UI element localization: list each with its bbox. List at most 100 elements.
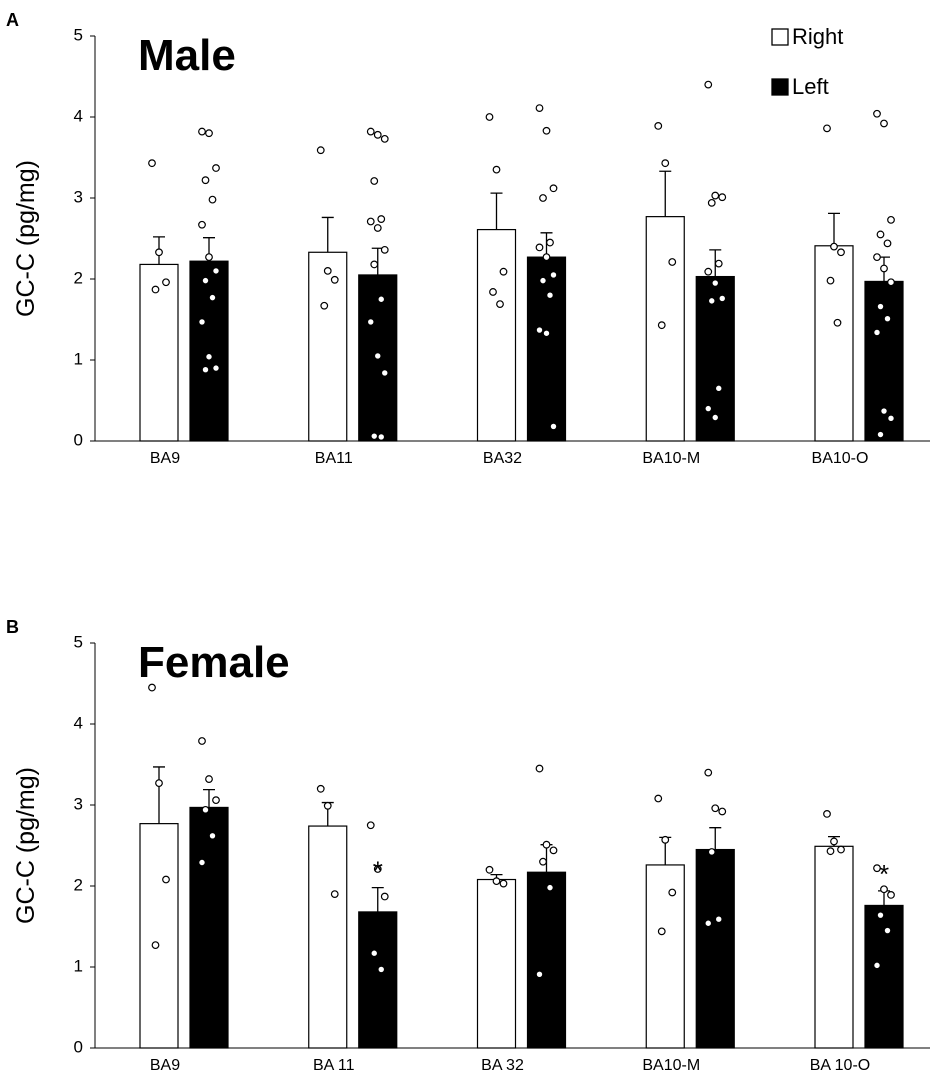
data-point bbox=[162, 875, 170, 884]
data-point bbox=[883, 314, 892, 323]
data-point bbox=[883, 926, 892, 935]
data-point bbox=[707, 296, 716, 305]
bar bbox=[814, 245, 854, 442]
data-point bbox=[539, 276, 547, 285]
data-point bbox=[377, 433, 386, 441]
data-point bbox=[539, 857, 547, 866]
data-point bbox=[155, 248, 163, 257]
data-point bbox=[535, 243, 544, 252]
data-point bbox=[654, 794, 663, 803]
data-point bbox=[704, 768, 713, 777]
x-tick-label: BA9 bbox=[150, 450, 180, 467]
error-bar bbox=[321, 216, 334, 253]
data-point bbox=[499, 879, 508, 888]
data-point bbox=[873, 961, 881, 970]
data-point bbox=[380, 134, 389, 143]
data-point bbox=[208, 831, 217, 840]
bar bbox=[695, 275, 735, 442]
legend-label: Left bbox=[792, 74, 829, 99]
x-tick-label: BA 10-O bbox=[810, 1057, 870, 1074]
significance-marker: * bbox=[373, 856, 383, 886]
data-point bbox=[704, 919, 713, 928]
data-point bbox=[704, 80, 713, 89]
y-tick-label: 5 bbox=[74, 25, 83, 44]
data-point bbox=[201, 365, 210, 374]
x-tick-label: BA10-M bbox=[642, 450, 700, 467]
bar bbox=[189, 806, 229, 1049]
data-point bbox=[370, 177, 379, 185]
data-point bbox=[316, 784, 325, 793]
data-point bbox=[373, 865, 382, 873]
data-point bbox=[876, 302, 885, 311]
data-point bbox=[366, 127, 375, 136]
data-point bbox=[830, 837, 838, 846]
data-point bbox=[539, 194, 547, 202]
error-bar bbox=[540, 232, 553, 258]
y-tick-label: 4 bbox=[74, 106, 83, 125]
data-point bbox=[887, 414, 895, 423]
data-point bbox=[549, 846, 558, 855]
error-bar bbox=[153, 766, 165, 824]
data-point bbox=[535, 104, 544, 112]
bar bbox=[139, 823, 179, 1049]
bar bbox=[189, 260, 229, 442]
y-tick-label: 4 bbox=[74, 713, 83, 732]
data-point bbox=[212, 267, 220, 275]
data-point bbox=[198, 737, 206, 745]
legend-label: Right bbox=[792, 24, 843, 49]
bar bbox=[526, 256, 567, 442]
data-point bbox=[546, 883, 554, 892]
data-point bbox=[208, 195, 217, 204]
data-point bbox=[377, 965, 386, 974]
y-tick-label: 1 bbox=[74, 956, 83, 975]
data-point bbox=[830, 242, 838, 251]
data-point bbox=[330, 890, 339, 898]
data-point bbox=[714, 384, 723, 393]
data-point bbox=[370, 432, 379, 441]
bar bbox=[864, 904, 904, 1049]
data-point bbox=[714, 915, 723, 924]
data-point bbox=[542, 329, 551, 338]
data-point bbox=[148, 683, 156, 692]
data-point bbox=[661, 159, 670, 168]
data-point bbox=[535, 764, 544, 773]
y-tick-label: 3 bbox=[74, 187, 83, 206]
data-point bbox=[535, 326, 544, 334]
data-point bbox=[549, 422, 558, 431]
data-point bbox=[212, 164, 220, 172]
data-point bbox=[880, 119, 888, 128]
x-tick-label: BA 11 bbox=[313, 1057, 355, 1074]
error-bar bbox=[371, 886, 384, 912]
data-point bbox=[201, 176, 210, 185]
data-point bbox=[323, 267, 332, 275]
x-tick-label: BA 32 bbox=[481, 1057, 524, 1074]
data-point bbox=[876, 911, 885, 920]
y-tick-label: 5 bbox=[74, 632, 83, 651]
data-point bbox=[823, 124, 831, 133]
data-point bbox=[366, 217, 375, 226]
data-point bbox=[496, 300, 504, 309]
data-point bbox=[826, 847, 835, 856]
data-point bbox=[654, 122, 663, 130]
bar bbox=[308, 825, 348, 1049]
data-point bbox=[151, 941, 160, 950]
bar bbox=[645, 864, 685, 1049]
data-point bbox=[198, 127, 206, 136]
data-point bbox=[380, 245, 389, 254]
data-point bbox=[887, 215, 895, 224]
bar bbox=[358, 911, 398, 1049]
bar bbox=[814, 845, 854, 1049]
legend-swatch bbox=[771, 78, 789, 96]
data-point bbox=[546, 291, 554, 300]
data-point bbox=[380, 369, 389, 377]
data-point bbox=[546, 238, 554, 247]
bar bbox=[476, 878, 517, 1049]
data-point bbox=[873, 253, 881, 262]
data-point bbox=[880, 264, 888, 273]
data-point bbox=[208, 293, 217, 302]
y-axis-label: GC-C (pg/mg) bbox=[12, 767, 40, 924]
data-point bbox=[205, 775, 213, 783]
data-point bbox=[366, 821, 375, 830]
data-point bbox=[549, 271, 558, 279]
chart-title: Female bbox=[138, 638, 290, 687]
